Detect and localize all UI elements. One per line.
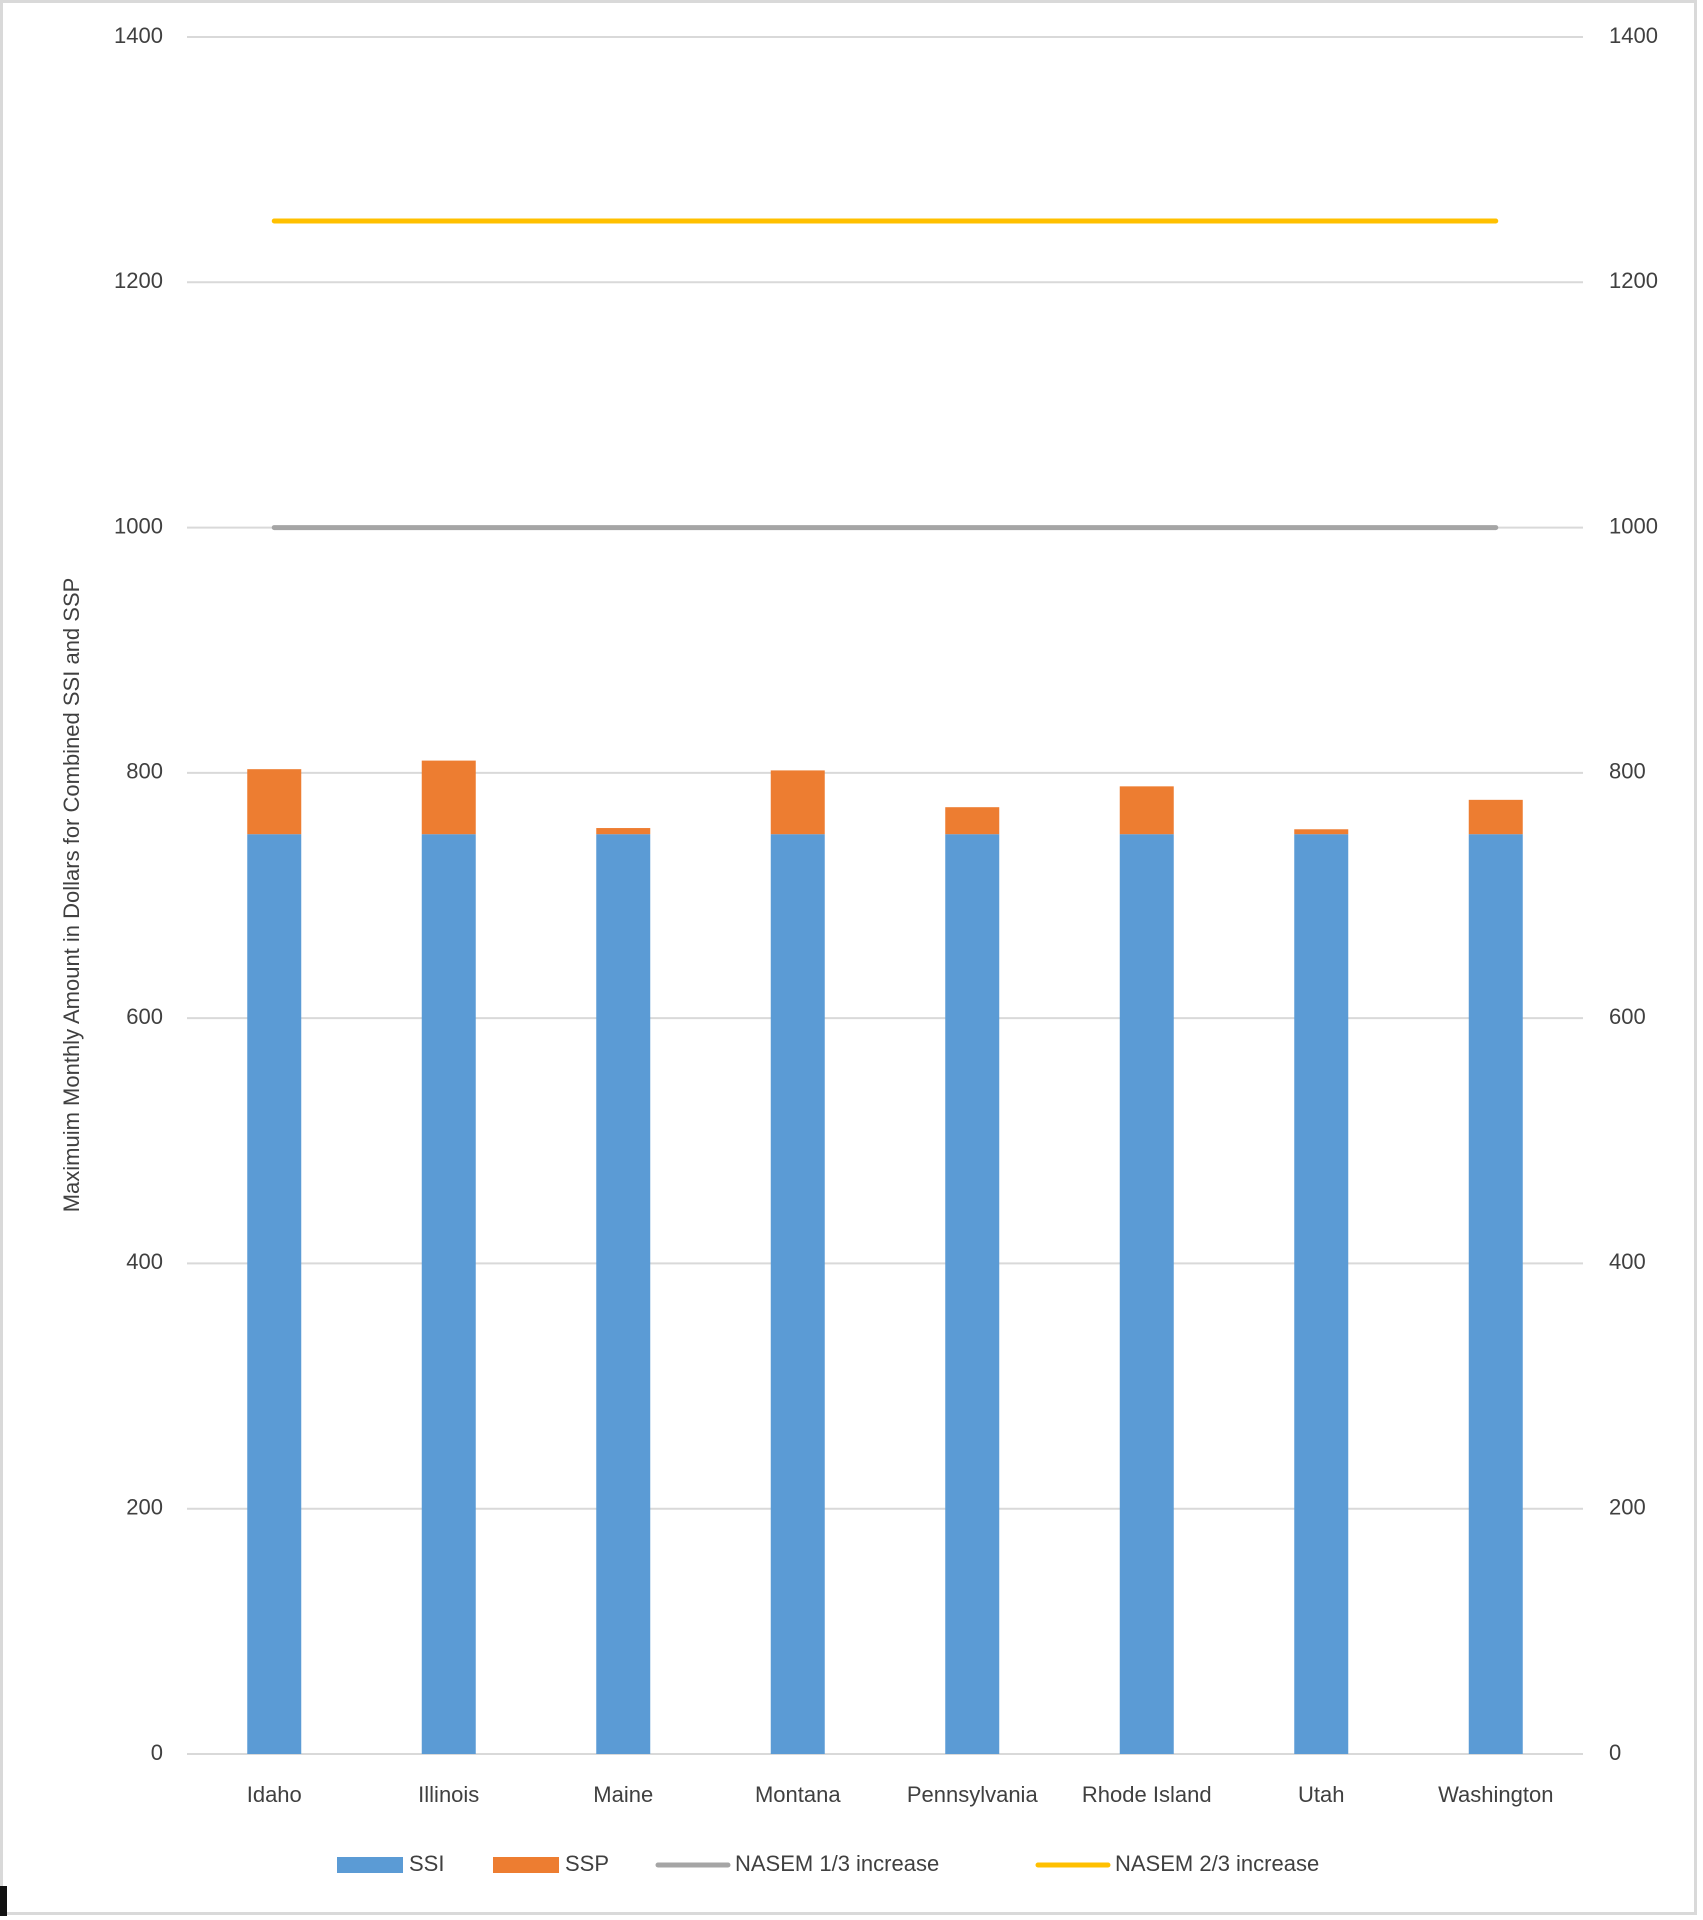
reference-lines	[271, 218, 1499, 531]
gridlines	[187, 36, 1583, 1755]
y-tick-label-right: 400	[1609, 1249, 1646, 1274]
legend-item: SSP	[493, 1851, 609, 1876]
x-axis: Idaho Illinois Maine Montana Pennsylvania Rho…	[247, 1782, 1554, 1807]
x-tick-label: Montana	[755, 1782, 841, 1807]
bar-ssi	[945, 834, 1000, 1754]
legend-label: SSP	[565, 1851, 609, 1876]
bar-ssp	[421, 760, 476, 835]
legend-item: NASEM 2/3 increase	[1035, 1851, 1319, 1876]
y-tick-label-left: 1200	[114, 268, 163, 293]
bar-ssp	[1294, 829, 1349, 835]
edge-mark	[0, 1886, 7, 1916]
y-tick-label-right: 1400	[1609, 23, 1658, 48]
legend: SSI SSP NASEM 1/3 increase NASEM 2/3 increa…	[337, 1851, 1319, 1876]
bar-ssi	[247, 834, 302, 1754]
x-tick-label: Washington	[1438, 1782, 1553, 1807]
legend-label: NASEM 1/3 increase	[735, 1851, 939, 1876]
y-tick-label-right: 200	[1609, 1495, 1646, 1520]
legend-item: NASEM 1/3 increase	[655, 1851, 939, 1876]
y-axis-right: 0 200 400 600 800 1000 1200 1400	[1609, 23, 1658, 1765]
bar-ssp	[1468, 799, 1523, 835]
y-tick-label-right: 800	[1609, 759, 1646, 784]
y-tick-label-left: 600	[126, 1004, 163, 1029]
y-tick-label-left: 0	[151, 1740, 163, 1765]
x-tick-label: Utah	[1298, 1782, 1344, 1807]
bar-ssp	[945, 807, 1000, 835]
y-tick-label-left: 1000	[114, 513, 163, 538]
legend-label: SSI	[409, 1851, 444, 1876]
bar-ssp	[770, 770, 825, 835]
bar-ssi	[770, 834, 825, 1754]
bar-ssi	[421, 834, 476, 1754]
x-tick-label: Idaho	[247, 1782, 302, 1807]
y-tick-label-left: 1400	[114, 23, 163, 48]
x-tick-label: Rhode Island	[1082, 1782, 1212, 1807]
y-tick-label-left: 400	[126, 1249, 163, 1274]
legend-swatch	[493, 1857, 559, 1873]
bar-ssp	[247, 769, 302, 835]
x-tick-label: Illinois	[418, 1782, 479, 1807]
y-axis-title: Maximuim Monthly Amount in Dollars for C…	[59, 578, 84, 1213]
bars	[247, 760, 1523, 1754]
legend-item: SSI	[337, 1851, 444, 1876]
bar-ssi	[1119, 834, 1174, 1754]
bar-ssp	[596, 828, 651, 835]
y-tick-label-left: 200	[126, 1495, 163, 1520]
legend-swatch	[337, 1857, 403, 1873]
bar-ssp	[1119, 786, 1174, 835]
legend-label: NASEM 2/3 increase	[1115, 1851, 1319, 1876]
x-tick-label: Maine	[593, 1782, 653, 1807]
y-tick-label-left: 800	[126, 759, 163, 784]
y-tick-label-right: 1000	[1609, 513, 1658, 538]
bar-ssi	[1294, 834, 1349, 1754]
y-tick-label-right: 1200	[1609, 268, 1658, 293]
bar-ssi	[1468, 834, 1523, 1754]
x-tick-label: Pennsylvania	[907, 1782, 1039, 1807]
bar-ssi	[596, 834, 651, 1754]
y-tick-label-right: 0	[1609, 1740, 1621, 1765]
y-axis-left: 0 200 400 600 800 1000 1200 1400	[114, 23, 163, 1765]
y-tick-label-right: 600	[1609, 1004, 1646, 1029]
